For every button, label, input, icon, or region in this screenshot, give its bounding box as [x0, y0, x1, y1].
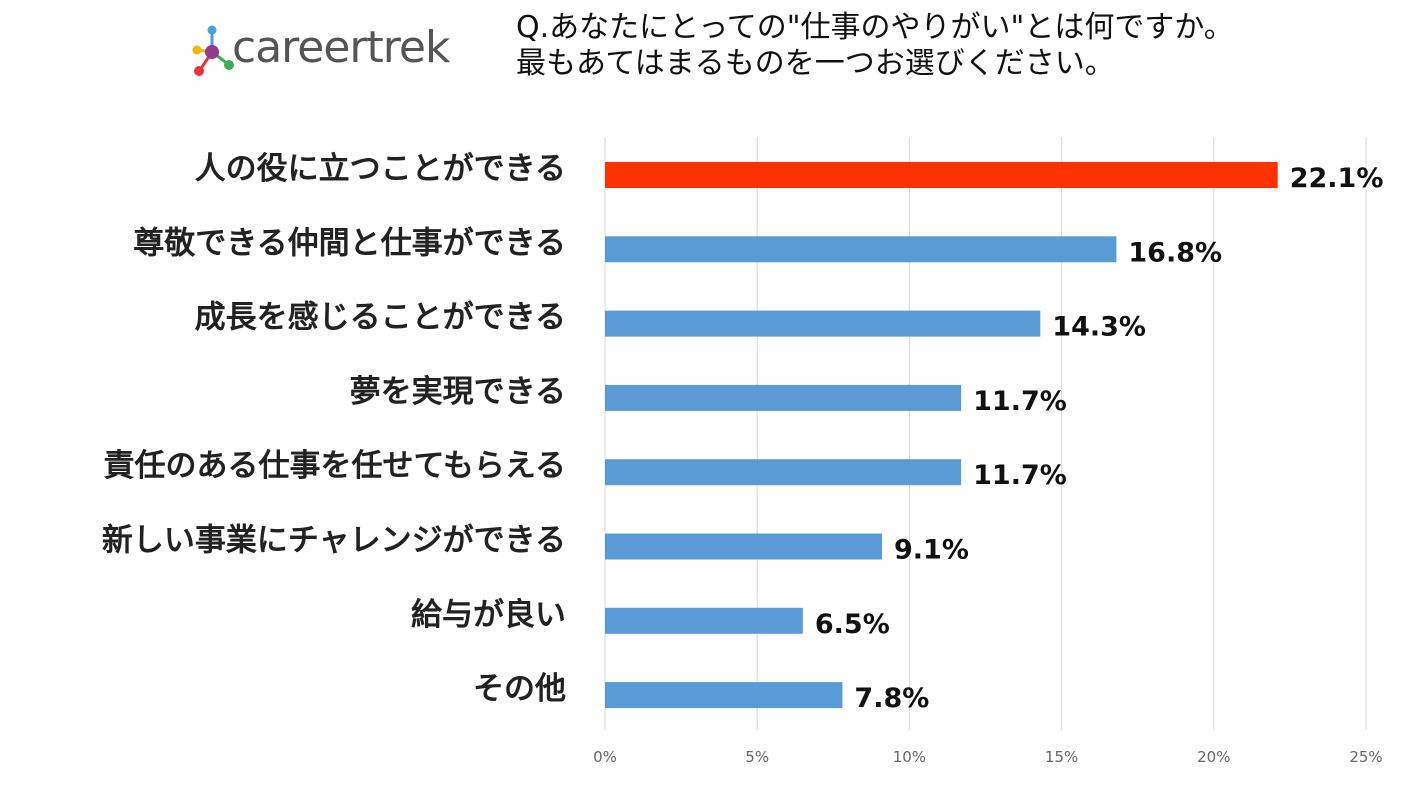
data-label: 14.3%: [1052, 312, 1146, 343]
bar: [605, 682, 843, 709]
x-tick-label: 20%: [1197, 748, 1230, 766]
question-line-2: 最もあてはまるものを一つお選びください。: [516, 46, 1115, 81]
bar: [605, 607, 803, 634]
data-label: 22.1%: [1290, 163, 1384, 194]
category-label: 責任のある仕事を任せてもらえる: [103, 448, 566, 484]
bar: [605, 533, 883, 560]
data-label: 6.5%: [815, 609, 890, 640]
question-line-1: Q.あなたにとっての"仕事のやりがい"とは何ですか。: [516, 10, 1234, 45]
logo-mark-icon: [192, 25, 234, 76]
data-label: 16.8%: [1128, 237, 1222, 268]
category-label: 成長を感じることができる: [195, 300, 566, 336]
category-label: 尊敬できる仲間と仕事ができる: [133, 225, 566, 261]
bar: [605, 459, 962, 486]
category-label: 人の役に立つことができる: [195, 151, 566, 187]
x-tick-label: 10%: [893, 748, 926, 766]
careertrek-logo: careertrek: [190, 22, 470, 82]
logo-wordmark: careertrek: [232, 22, 450, 73]
x-tick-label: 25%: [1349, 748, 1382, 766]
survey-question: Q.あなたにとっての"仕事のやりがい"とは何ですか。 最もあてはまるものを一つお…: [516, 10, 1396, 82]
x-tick-label: 0%: [593, 748, 617, 766]
bar: [605, 236, 1117, 263]
x-tick-label: 15%: [1045, 748, 1078, 766]
category-label: その他: [473, 671, 566, 707]
bar: [605, 310, 1041, 337]
bar: [605, 162, 1278, 188]
data-label: 11.7%: [973, 460, 1067, 491]
data-label: 11.7%: [973, 386, 1067, 417]
data-label: 9.1%: [894, 535, 969, 566]
category-label: 新しい事業にチャレンジができる: [102, 523, 566, 559]
bar: [605, 384, 962, 411]
x-tick-label: 5%: [745, 748, 769, 766]
category-label: 夢を実現できる: [350, 374, 566, 410]
category-label: 給与が良い: [411, 597, 566, 633]
data-label: 7.8%: [854, 683, 929, 714]
